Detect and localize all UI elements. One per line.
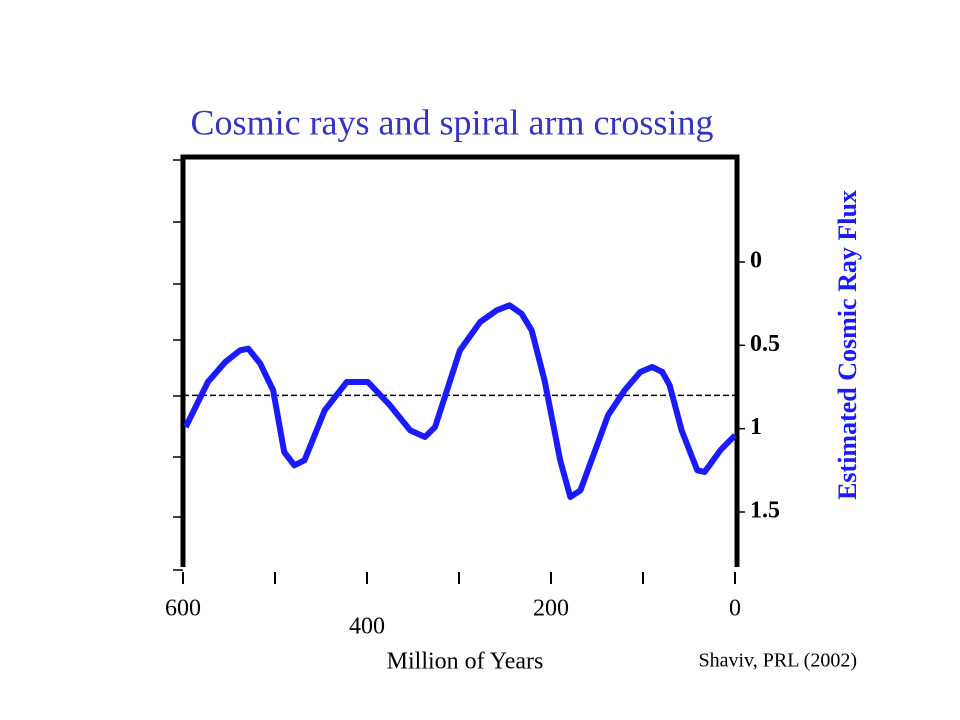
y-tick-label: 1	[750, 414, 762, 440]
chart-title: Cosmic rays and spiral arm crossing	[191, 102, 714, 142]
x-tick-label: 200	[533, 596, 569, 622]
left-axis-ticks	[173, 159, 183, 571]
source: Shaviv, PRL (2002)	[698, 650, 857, 672]
y-tick-label: 1.5	[750, 498, 780, 524]
x-tick-label: 600	[165, 596, 201, 622]
y-tick-label: 0	[750, 248, 762, 274]
x-axis-label: Million of Years	[387, 649, 544, 675]
y-tick-label: 0.5	[750, 331, 780, 357]
plot-frame	[180, 154, 740, 567]
data-line	[183, 302, 738, 500]
y-axis-label: Estimated Cosmic Ray Flux	[833, 190, 862, 500]
x-tick-label: 400	[349, 614, 385, 640]
x-tick-label: 0	[729, 596, 741, 622]
